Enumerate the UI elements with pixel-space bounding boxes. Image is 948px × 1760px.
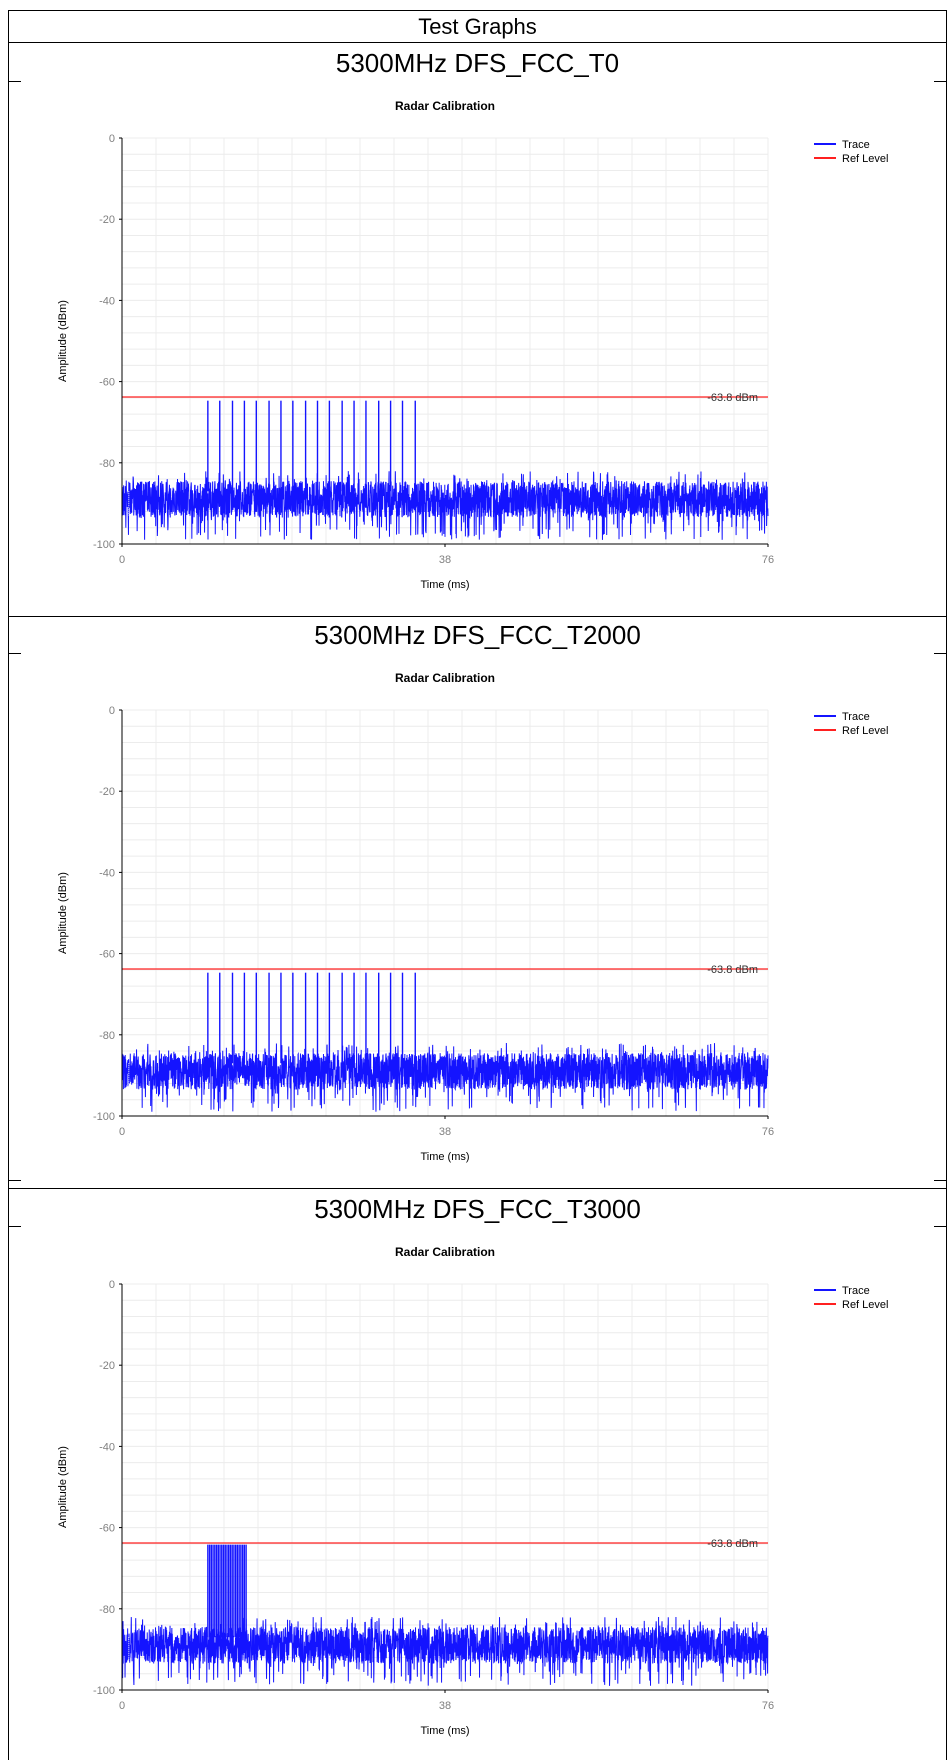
trace-noise bbox=[121, 471, 769, 540]
y-tick-label: 0 bbox=[109, 133, 115, 145]
trace-noise bbox=[121, 1042, 769, 1112]
x-tick-label: 0 bbox=[119, 1126, 125, 1138]
section-title: 5300MHz DFS_FCC_T0 bbox=[335, 48, 620, 78]
y-tick-label: -60 bbox=[99, 377, 115, 389]
y-tick-label: -80 bbox=[99, 1030, 115, 1042]
legend-label: Trace bbox=[842, 711, 870, 723]
legend-label: Trace bbox=[842, 139, 870, 151]
x-tick-label: 76 bbox=[762, 1700, 774, 1712]
y-tick-label: -20 bbox=[99, 214, 115, 226]
chart-title: Radar Calibration bbox=[395, 1245, 495, 1259]
edge-mark bbox=[934, 81, 947, 82]
legend-label: Ref Level bbox=[842, 153, 888, 165]
y-tick-label: 0 bbox=[109, 705, 115, 717]
y-tick-label: -60 bbox=[99, 1523, 115, 1535]
edge-mark bbox=[8, 1180, 21, 1181]
y-tick-label: -100 bbox=[93, 539, 115, 551]
header-divider bbox=[8, 42, 947, 43]
border-right bbox=[946, 10, 947, 1760]
ref-level-label: -63.8 dBm bbox=[707, 1538, 758, 1550]
trace-noise bbox=[121, 1616, 769, 1686]
page-title: Test Graphs bbox=[418, 14, 537, 39]
x-axis-label: Time (ms) bbox=[420, 1725, 469, 1737]
y-tick-label: 0 bbox=[109, 1279, 115, 1291]
y-tick-label: -100 bbox=[93, 1111, 115, 1123]
x-axis-label: Time (ms) bbox=[420, 1151, 469, 1163]
edge-mark bbox=[934, 1226, 947, 1227]
y-tick-label: -40 bbox=[99, 295, 115, 307]
y-tick-label: -20 bbox=[99, 786, 115, 798]
radar-calibration-chart: Radar Calibration -63.8 dBm 0 -20 -40 -60 -80 -… bbox=[57, 671, 888, 1163]
x-tick-label: 38 bbox=[439, 554, 451, 566]
edge-mark bbox=[8, 1226, 21, 1227]
y-tick-label: -40 bbox=[99, 1441, 115, 1453]
chart-title: Radar Calibration bbox=[395, 671, 495, 685]
edge-mark bbox=[8, 653, 21, 654]
x-tick-label: 76 bbox=[762, 1126, 774, 1138]
y-axis-label: Amplitude (dBm) bbox=[57, 1446, 69, 1528]
border-left bbox=[8, 10, 9, 1760]
x-tick-label: 0 bbox=[119, 554, 125, 566]
x-tick-label: 76 bbox=[762, 554, 774, 566]
section-title: 5300MHz DFS_FCC_T3000 bbox=[314, 1194, 641, 1224]
edge-mark bbox=[8, 81, 21, 82]
ref-level-label: -63.8 dBm bbox=[707, 392, 758, 404]
y-tick-label: -80 bbox=[99, 458, 115, 470]
legend-label: Trace bbox=[842, 1285, 870, 1297]
x-axis-label: Time (ms) bbox=[420, 579, 469, 591]
edge-mark bbox=[934, 653, 947, 654]
y-tick-label: -20 bbox=[99, 1360, 115, 1372]
y-tick-label: -40 bbox=[99, 867, 115, 879]
radar-calibration-chart: Radar Calibration -63.8 dBm 0 -20 -40 -60 -80 -… bbox=[57, 99, 888, 591]
legend-label: Ref Level bbox=[842, 725, 888, 737]
x-tick-label: 38 bbox=[439, 1126, 451, 1138]
y-tick-label: -100 bbox=[93, 1685, 115, 1697]
x-tick-label: 38 bbox=[439, 1700, 451, 1712]
ref-level-label: -63.8 dBm bbox=[707, 964, 758, 976]
legend-label: Ref Level bbox=[842, 1299, 888, 1311]
y-axis-label: Amplitude (dBm) bbox=[57, 300, 69, 382]
y-axis-label: Amplitude (dBm) bbox=[57, 872, 69, 954]
y-tick-label: -80 bbox=[99, 1604, 115, 1616]
x-tick-label: 0 bbox=[119, 1700, 125, 1712]
section-divider-2 bbox=[8, 1188, 947, 1189]
section-title: 5300MHz DFS_FCC_T2000 bbox=[314, 620, 641, 650]
border-top bbox=[8, 10, 947, 11]
edge-mark bbox=[934, 1180, 947, 1181]
section-divider-1 bbox=[8, 616, 947, 617]
chart-title: Radar Calibration bbox=[395, 99, 495, 113]
y-tick-label: -60 bbox=[99, 949, 115, 961]
radar-calibration-chart: Radar Calibration -63.8 dBm 0 -20 -40 -60 -80 -… bbox=[57, 1245, 888, 1737]
